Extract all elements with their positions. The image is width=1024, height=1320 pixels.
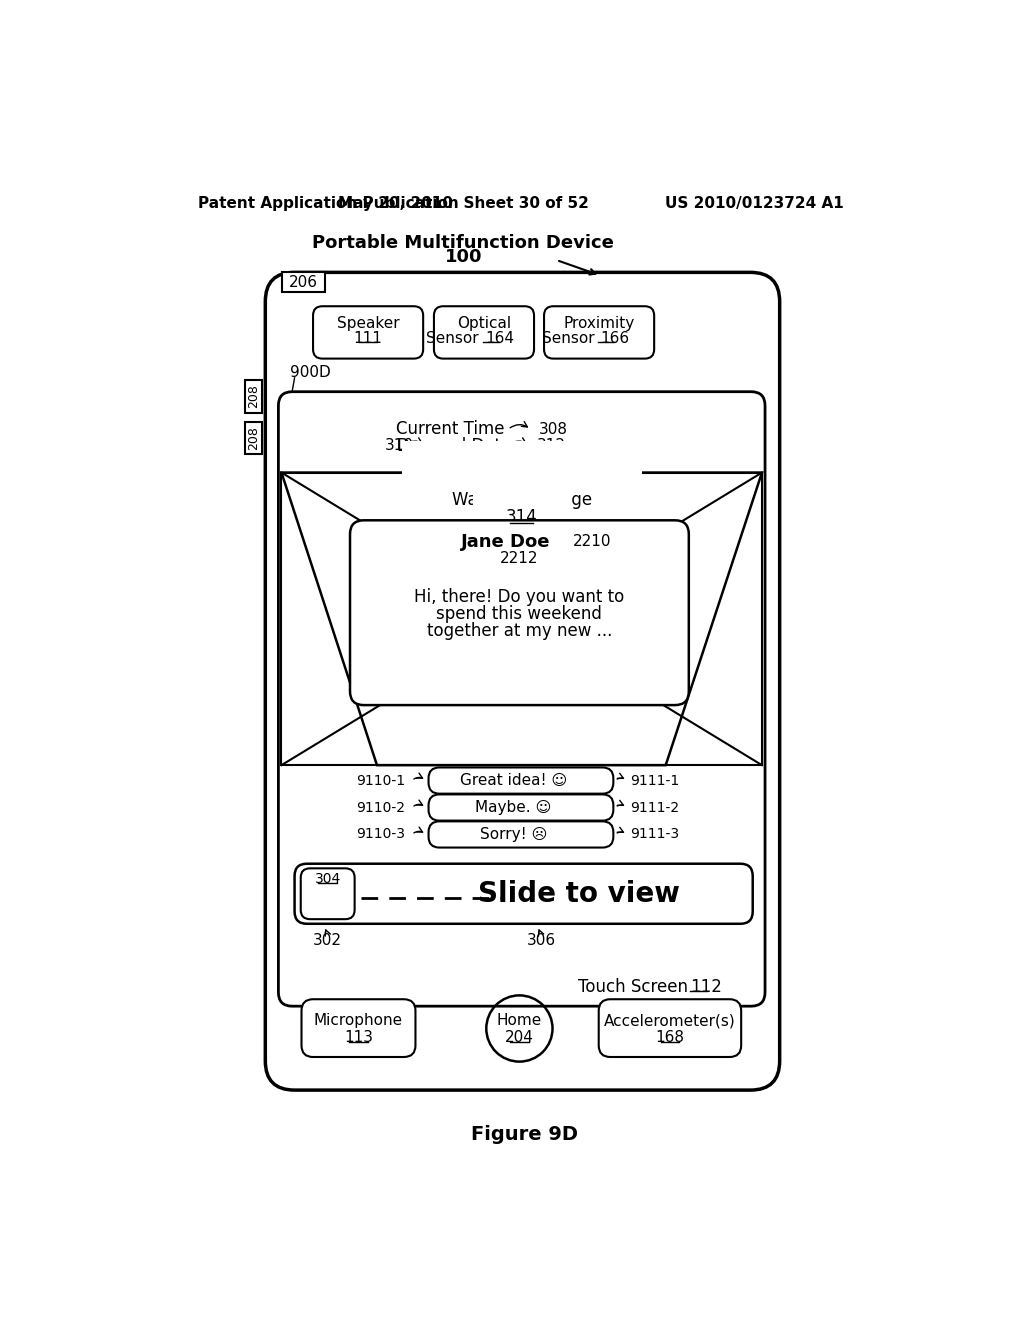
Text: Current Time: Current Time bbox=[396, 421, 505, 438]
Text: together at my new ...: together at my new ... bbox=[427, 622, 612, 640]
FancyBboxPatch shape bbox=[301, 869, 354, 919]
Text: Maybe. ☺: Maybe. ☺ bbox=[475, 800, 552, 814]
Text: 204: 204 bbox=[505, 1030, 534, 1045]
Text: 302: 302 bbox=[313, 933, 342, 948]
FancyBboxPatch shape bbox=[429, 821, 613, 847]
Text: 113: 113 bbox=[344, 1030, 373, 1045]
Text: 208: 208 bbox=[247, 384, 260, 408]
Text: Optical: Optical bbox=[457, 315, 511, 331]
Text: Day and Date: Day and Date bbox=[397, 437, 511, 454]
Text: 306: 306 bbox=[526, 933, 556, 948]
Text: Portable Multifunction Device: Portable Multifunction Device bbox=[312, 234, 614, 252]
Text: Sensor: Sensor bbox=[426, 331, 484, 346]
Bar bbox=[283, 272, 325, 293]
Text: Home: Home bbox=[497, 1014, 542, 1028]
Text: 304: 304 bbox=[314, 873, 341, 886]
Text: Microphone: Microphone bbox=[314, 1014, 403, 1028]
Text: 9110-3: 9110-3 bbox=[356, 828, 406, 841]
Text: May 20, 2010  Sheet 30 of 52: May 20, 2010 Sheet 30 of 52 bbox=[338, 195, 589, 211]
Text: 314: 314 bbox=[506, 508, 538, 527]
Text: 312: 312 bbox=[538, 438, 566, 453]
FancyBboxPatch shape bbox=[599, 999, 741, 1057]
Bar bbox=[245, 422, 262, 454]
Text: 206: 206 bbox=[289, 275, 317, 290]
Text: 310: 310 bbox=[385, 438, 414, 453]
Text: 111: 111 bbox=[353, 331, 383, 346]
Text: Great idea! ☺: Great idea! ☺ bbox=[460, 774, 567, 788]
Text: Sorry! ☹: Sorry! ☹ bbox=[479, 826, 547, 842]
Text: Figure 9D: Figure 9D bbox=[471, 1125, 579, 1144]
FancyBboxPatch shape bbox=[544, 306, 654, 359]
Text: 9111-1: 9111-1 bbox=[631, 774, 680, 788]
Text: Speaker: Speaker bbox=[337, 315, 399, 331]
Text: Proximity: Proximity bbox=[563, 315, 635, 331]
Text: 9111-2: 9111-2 bbox=[631, 800, 679, 814]
Text: 308: 308 bbox=[539, 422, 567, 437]
Text: 168: 168 bbox=[655, 1030, 684, 1045]
Text: 2210: 2210 bbox=[573, 535, 611, 549]
FancyBboxPatch shape bbox=[301, 999, 416, 1057]
Text: 9110-1: 9110-1 bbox=[356, 774, 406, 788]
FancyBboxPatch shape bbox=[434, 306, 535, 359]
Text: 100: 100 bbox=[444, 248, 482, 265]
Text: Jane Doe: Jane Doe bbox=[461, 533, 550, 550]
FancyBboxPatch shape bbox=[429, 767, 613, 793]
Text: Sensor: Sensor bbox=[542, 331, 599, 346]
Text: Wallpaper image: Wallpaper image bbox=[452, 491, 592, 508]
Text: Accelerometer(s): Accelerometer(s) bbox=[604, 1014, 736, 1028]
Bar bbox=[282, 473, 762, 766]
FancyBboxPatch shape bbox=[350, 520, 689, 705]
FancyBboxPatch shape bbox=[429, 795, 613, 821]
Text: 208: 208 bbox=[247, 426, 260, 450]
Text: spend this weekend: spend this weekend bbox=[436, 606, 602, 623]
FancyBboxPatch shape bbox=[295, 863, 753, 924]
FancyBboxPatch shape bbox=[313, 306, 423, 359]
Bar bbox=[245, 380, 262, 413]
Text: 9110-2: 9110-2 bbox=[356, 800, 406, 814]
Text: 166: 166 bbox=[601, 331, 630, 346]
Text: 2212: 2212 bbox=[500, 552, 539, 566]
FancyBboxPatch shape bbox=[279, 392, 765, 1006]
Text: Touch Screen: Touch Screen bbox=[578, 978, 688, 995]
Text: 164: 164 bbox=[485, 331, 514, 346]
FancyBboxPatch shape bbox=[265, 272, 779, 1090]
Text: US 2010/0123724 A1: US 2010/0123724 A1 bbox=[665, 195, 844, 211]
Text: Patent Application Publication: Patent Application Publication bbox=[199, 195, 459, 211]
Text: 9111-3: 9111-3 bbox=[631, 828, 679, 841]
Text: Hi, there! Do you want to: Hi, there! Do you want to bbox=[415, 589, 625, 606]
Text: Slide to view: Slide to view bbox=[477, 879, 680, 908]
Text: 900D: 900D bbox=[290, 364, 331, 380]
Text: 112: 112 bbox=[690, 978, 722, 995]
